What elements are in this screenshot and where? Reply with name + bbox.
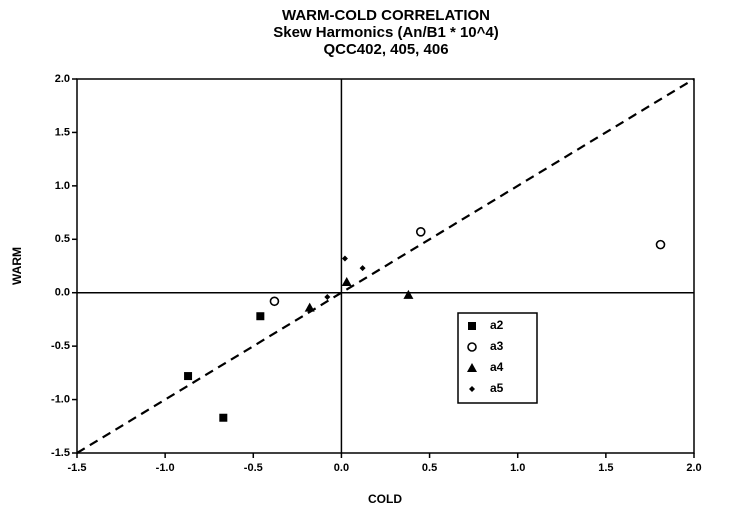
x-tick-label: -1.5 bbox=[68, 462, 87, 474]
legend-label: a2 bbox=[490, 318, 504, 332]
point bbox=[304, 302, 315, 312]
plot-frame bbox=[76, 78, 695, 454]
point bbox=[359, 265, 366, 272]
point bbox=[403, 289, 414, 299]
reference-line bbox=[76, 78, 695, 454]
chart-subtitle: Skew Harmonics (An/B1 * 10^4) bbox=[273, 24, 499, 41]
x-tick-label: 1.0 bbox=[510, 462, 525, 474]
legend-label: a3 bbox=[490, 339, 504, 353]
chart-subtitle: QCC402, 405, 406 bbox=[323, 41, 448, 58]
legend-marker bbox=[468, 322, 476, 330]
point bbox=[341, 255, 348, 262]
x-tick-label: 0.0 bbox=[334, 462, 349, 474]
point bbox=[256, 312, 265, 321]
y-tick-label: -1.5 bbox=[51, 447, 70, 459]
y-tick-label: -1.0 bbox=[51, 393, 70, 405]
y-tick-label: -0.5 bbox=[51, 340, 70, 352]
legend-label: a4 bbox=[490, 360, 504, 374]
point bbox=[269, 296, 280, 307]
point bbox=[324, 293, 331, 300]
point bbox=[655, 239, 666, 250]
x-tick-label: 1.5 bbox=[598, 462, 613, 474]
legend-marker bbox=[467, 342, 477, 352]
y-axis-label: WARM bbox=[10, 247, 24, 285]
legend-marker bbox=[467, 363, 477, 372]
y-tick-label: 1.5 bbox=[55, 126, 70, 138]
x-tick-label: -0.5 bbox=[244, 462, 263, 474]
point bbox=[341, 277, 352, 287]
y-tick-label: 0.0 bbox=[55, 287, 70, 299]
point bbox=[184, 372, 193, 381]
x-tick-label: 0.5 bbox=[422, 462, 437, 474]
x-axis-label: COLD bbox=[368, 492, 402, 506]
point bbox=[219, 413, 228, 422]
chart-title: WARM-COLD CORRELATION bbox=[282, 7, 490, 24]
y-tick-label: 2.0 bbox=[55, 73, 70, 85]
y-tick-label: 0.5 bbox=[55, 233, 70, 245]
x-tick-label: 2.0 bbox=[686, 462, 701, 474]
y-tick-label: 1.0 bbox=[55, 180, 70, 192]
legend-marker bbox=[469, 386, 475, 392]
legend-label: a5 bbox=[490, 381, 504, 395]
point bbox=[415, 227, 426, 237]
x-tick-label: -1.0 bbox=[156, 462, 175, 474]
